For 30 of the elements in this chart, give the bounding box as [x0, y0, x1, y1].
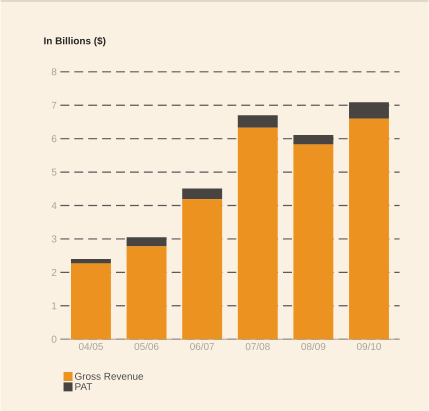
- bar: [70, 263, 111, 340]
- bar: [182, 199, 222, 340]
- y-tick-label: 6: [52, 135, 56, 142]
- bar: [293, 144, 334, 340]
- y-tick-label: 7: [52, 102, 56, 109]
- x-tick-label: 07/08: [246, 342, 270, 350]
- x-tick-label: 06/07: [190, 342, 214, 350]
- chart-title: In Billions ($): [44, 36, 106, 46]
- y-tick-label: 8: [52, 68, 56, 76]
- x-tick-label: 04/05: [78, 342, 103, 350]
- bar: [238, 115, 278, 128]
- x-tick-label: 09/10: [356, 342, 382, 350]
- y-tick-label: 5: [52, 168, 56, 176]
- x-tick-label: 08/09: [301, 342, 326, 350]
- bar: [293, 134, 334, 144]
- bar: [349, 118, 389, 340]
- bar: [126, 237, 167, 246]
- legend-label: PAT: [75, 383, 92, 390]
- y-tick-label: 1: [52, 302, 56, 310]
- bar: [349, 102, 389, 119]
- bar: [182, 188, 222, 200]
- y-tick-label: 4: [52, 202, 57, 209]
- legend-label: Gross Revenue: [75, 372, 144, 380]
- bar: [238, 128, 278, 340]
- bar: [126, 246, 167, 340]
- y-tick-label: 0: [52, 336, 56, 343]
- y-tick-label: 3: [52, 235, 56, 242]
- bar: [70, 258, 111, 264]
- x-tick-label: 05/06: [134, 342, 159, 350]
- y-tick-label: 2: [52, 268, 56, 276]
